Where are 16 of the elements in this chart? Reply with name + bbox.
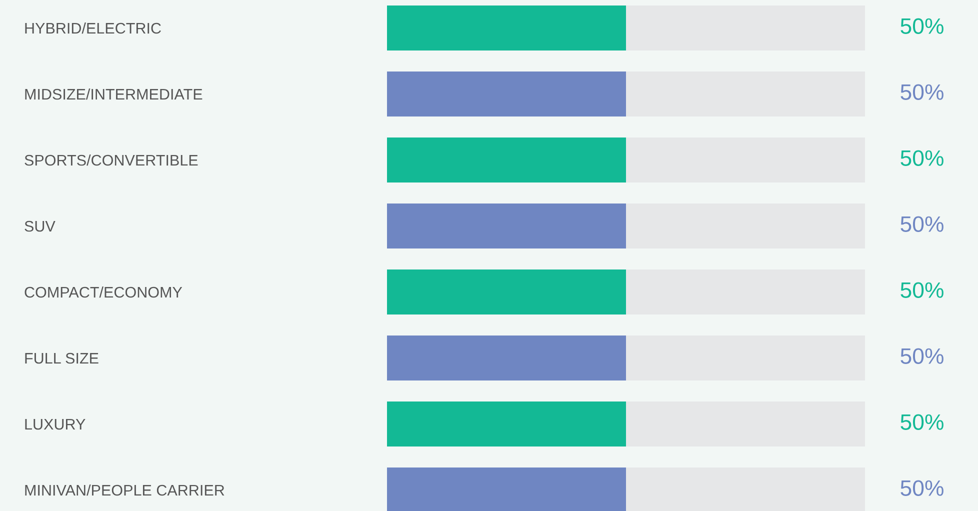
y-tick-label: LUXURY — [25, 419, 86, 430]
data-label: 50% — [900, 414, 944, 430]
data-label: 50% — [900, 282, 944, 298]
y-tick-label: MIDSIZE/INTERMEDIATE — [25, 88, 202, 100]
y-tick-label: FULL SIZE — [25, 352, 98, 364]
y-tick-label: COMPACT/ECONOMY — [24, 286, 182, 298]
y-tick-label: MINIVAN/PEOPLE CARRIER — [25, 484, 224, 496]
data-label: 50% — [900, 150, 944, 166]
data-label: 50% — [900, 348, 944, 364]
y-tick-label: SPORTS/CONVERTIBLE — [24, 154, 198, 166]
y-tick-label: SUV — [24, 220, 56, 232]
data-label: 50% — [900, 18, 944, 34]
data-label: 50% — [900, 480, 944, 496]
data-label: 50% — [900, 216, 944, 232]
data-label: 50% — [900, 84, 944, 100]
y-tick-label: HYBRID/ELECTRIC — [25, 22, 161, 34]
